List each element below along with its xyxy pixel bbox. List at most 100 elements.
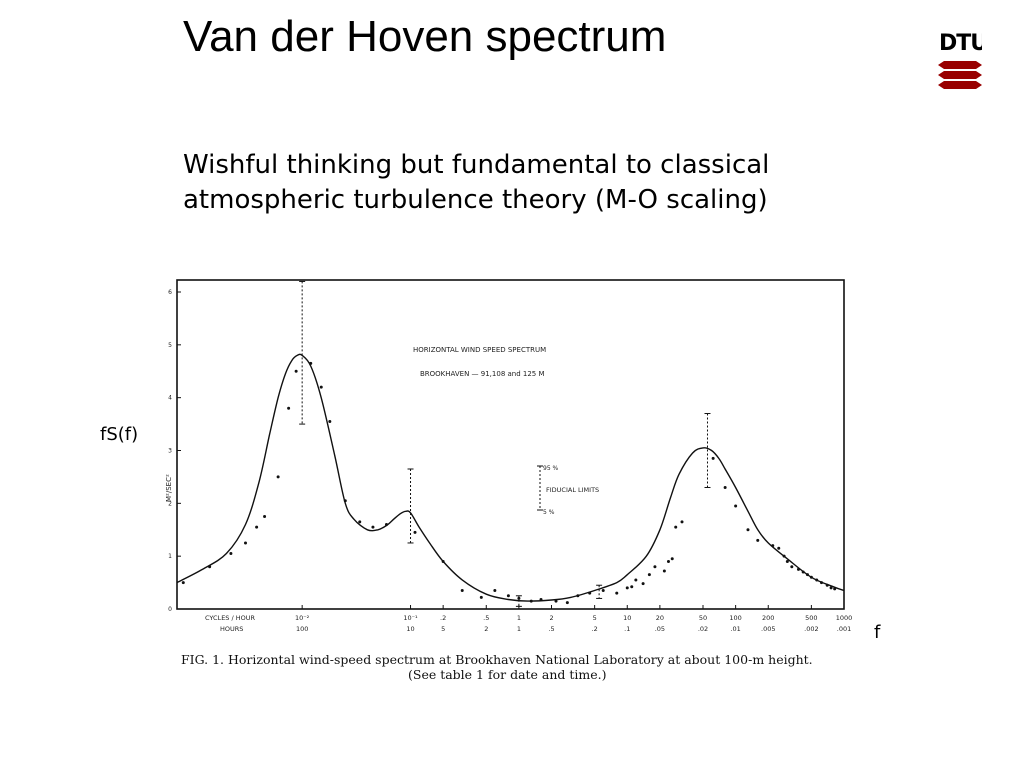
data-point bbox=[833, 587, 837, 591]
x-tick-label-cycles: 10⁻² bbox=[295, 614, 310, 622]
data-point bbox=[680, 520, 684, 524]
data-point bbox=[785, 559, 789, 563]
data-point bbox=[734, 504, 738, 508]
x-tick-label-hours: .5 bbox=[548, 625, 554, 633]
data-point bbox=[801, 570, 805, 574]
x-tick-label-hours: 100 bbox=[296, 625, 308, 633]
dtu-logo-text: DTU bbox=[939, 31, 982, 56]
data-point bbox=[460, 589, 464, 593]
data-point bbox=[208, 565, 212, 569]
x-tick-label-cycles: 50 bbox=[699, 614, 707, 622]
x-tick-label-cycles: 1000 bbox=[836, 614, 853, 622]
data-point bbox=[479, 595, 483, 599]
data-point bbox=[601, 589, 605, 593]
data-point bbox=[506, 594, 510, 598]
x-tick-label-hours: .01 bbox=[730, 625, 740, 633]
data-point bbox=[255, 525, 259, 529]
data-point bbox=[441, 559, 445, 563]
slide-subtitle: Wishful thinking but fundamental to clas… bbox=[183, 150, 770, 215]
x-tick-label-hours: 5 bbox=[441, 625, 445, 633]
x-tick-label-cycles: 2 bbox=[549, 614, 553, 622]
data-point bbox=[723, 485, 727, 489]
x-tick-label-cycles: .5 bbox=[483, 614, 489, 622]
y-tick-label: 2 bbox=[168, 500, 172, 507]
data-point bbox=[641, 582, 645, 586]
data-point bbox=[829, 586, 833, 590]
x-tick-label-cycles: 500 bbox=[805, 614, 817, 622]
data-point bbox=[539, 597, 543, 601]
data-point bbox=[782, 554, 786, 558]
x-tick-label-cycles: 10⁻¹ bbox=[403, 614, 418, 622]
y-tick-label: 6 bbox=[168, 289, 172, 296]
data-point bbox=[809, 575, 813, 579]
data-point bbox=[771, 544, 775, 548]
fiducial-key: 95 % 5 % FIDUCIAL LIMITS bbox=[537, 465, 599, 516]
data-point bbox=[796, 567, 800, 571]
data-point bbox=[576, 594, 580, 598]
x-tick-label-cycles: 10 bbox=[623, 614, 631, 622]
x-row1-label: CYCLES / HOUR bbox=[205, 614, 256, 622]
dtu-logo: DTU bbox=[938, 28, 988, 92]
x-tick-label-hours: .05 bbox=[655, 625, 665, 633]
data-point bbox=[815, 578, 819, 582]
data-point bbox=[371, 525, 375, 529]
x-tick-label-hours: .1 bbox=[624, 625, 630, 633]
data-point bbox=[343, 499, 347, 503]
x-tick-label-cycles: 100 bbox=[729, 614, 741, 622]
data-point bbox=[756, 538, 760, 542]
data-point bbox=[711, 456, 715, 460]
data-point bbox=[413, 530, 417, 534]
data-point bbox=[805, 573, 809, 577]
y-tick-label: 5 bbox=[168, 342, 172, 349]
data-point bbox=[319, 385, 323, 389]
data-point bbox=[358, 520, 362, 524]
data-point bbox=[790, 565, 794, 569]
data-point bbox=[517, 596, 521, 600]
data-point bbox=[630, 585, 634, 589]
data-point bbox=[662, 569, 666, 573]
spectrum-chart: 0 1 2 3 4 5 6 M²/SEC² HORIZONTAL WIND SPEED SP… bbox=[165, 279, 853, 682]
data-point bbox=[554, 599, 558, 603]
data-point bbox=[634, 578, 638, 582]
x-tick-label-hours: .02 bbox=[698, 625, 708, 633]
chart-subtitle: BROOKHAVEN — 91,108 and 125 M bbox=[420, 370, 545, 378]
x-tick-label-hours: 2 bbox=[484, 625, 488, 633]
x-tick-label-cycles: 1 bbox=[517, 614, 521, 622]
figure-caption-line2: (See table 1 for date and time.) bbox=[408, 667, 607, 682]
x-tick-label-hours: .005 bbox=[761, 625, 775, 633]
slide-title: Van der Hoven spectrum bbox=[183, 12, 667, 61]
data-point bbox=[588, 591, 592, 595]
x-tick-label-cycles: 5 bbox=[593, 614, 597, 622]
x-tick-label-hours: .001 bbox=[837, 625, 851, 633]
data-point bbox=[746, 528, 750, 532]
data-point bbox=[674, 525, 678, 529]
plot-frame bbox=[176, 279, 845, 610]
data-point bbox=[276, 475, 280, 479]
x-row2-label: HOURS bbox=[220, 625, 243, 633]
data-point bbox=[263, 515, 267, 519]
data-point bbox=[287, 406, 291, 410]
x-tick-label-cycles: .2 bbox=[440, 614, 446, 622]
data-point bbox=[670, 557, 674, 561]
x-annotation: f bbox=[874, 622, 881, 643]
data-point bbox=[625, 586, 629, 590]
data-point bbox=[653, 565, 657, 569]
x-tick-label-cycles: 20 bbox=[656, 614, 664, 622]
data-point bbox=[243, 541, 247, 545]
x-tick-label-cycles: 200 bbox=[762, 614, 774, 622]
y-axis-label: M²/SEC² bbox=[165, 474, 173, 502]
x-tick-label-hours: .002 bbox=[804, 625, 818, 633]
data-point bbox=[820, 581, 824, 585]
x-tick-label-hours: .2 bbox=[592, 625, 598, 633]
data-point bbox=[328, 419, 332, 423]
y-tick-label: 4 bbox=[168, 395, 172, 402]
fiducial-text: FIDUCIAL LIMITS bbox=[546, 486, 599, 494]
data-point bbox=[384, 522, 388, 526]
spectrum-curve bbox=[176, 353, 845, 602]
chart-title: HORIZONTAL WIND SPEED SPECTRUM bbox=[413, 346, 546, 354]
data-point bbox=[666, 559, 670, 563]
data-point bbox=[493, 589, 497, 593]
y-tick-label: 3 bbox=[168, 448, 172, 455]
spectrum-figure: 0 1 2 3 4 5 6 M²/SEC² HORIZONTAL WIND SPEED SP… bbox=[165, 270, 855, 695]
y-annotation: fS(f) bbox=[100, 424, 139, 445]
